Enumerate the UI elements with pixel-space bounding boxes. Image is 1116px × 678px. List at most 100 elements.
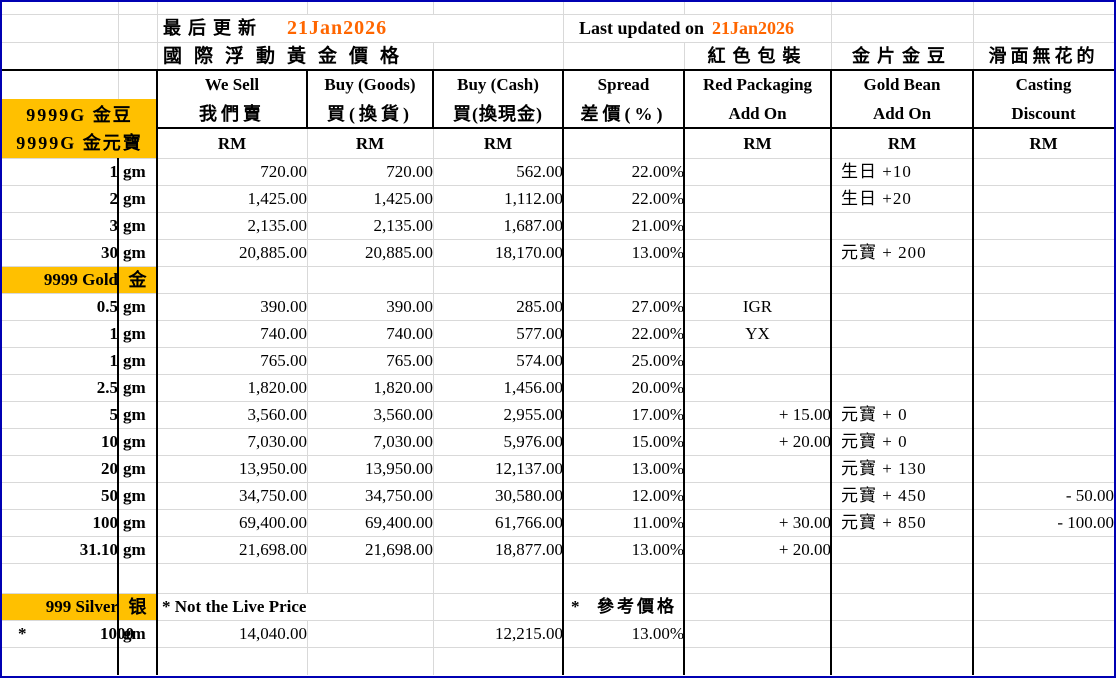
qty-cell-r12[interactable]: 50 bbox=[101, 486, 118, 505]
spread-cell-r9[interactable]: 17.00% bbox=[631, 405, 684, 424]
we-sell-cell-r11[interactable]: 13,950.00 bbox=[239, 459, 307, 478]
spread-cell-r13[interactable]: 11.00% bbox=[632, 513, 684, 532]
qty-cell-r17[interactable]: * 1000 bbox=[2, 620, 139, 647]
qty-cell-r7[interactable]: 1 bbox=[109, 351, 119, 370]
buy-goods-cell-r14[interactable]: 21,698.00 bbox=[365, 540, 433, 559]
buy-cash-cell-r10[interactable]: 5,976.00 bbox=[503, 432, 564, 451]
section-bean-label[interactable]: 9999G 金豆 9999G 金元寶 bbox=[2, 99, 157, 158]
spread-cell-r14[interactable]: 13.00% bbox=[631, 540, 684, 559]
we-sell-cell-r1[interactable]: 1,425.00 bbox=[247, 189, 308, 208]
red-packaging-cell-r5[interactable]: IGR bbox=[742, 297, 773, 316]
gold-bean-cell-r13[interactable]: 元寶 + 850 bbox=[841, 513, 927, 532]
buy-cash-cell-r9[interactable]: 2,955.00 bbox=[503, 405, 564, 424]
unit-cell-r0[interactable]: gm bbox=[123, 162, 146, 181]
we-sell-cell-r13[interactable]: 69,400.00 bbox=[239, 513, 307, 532]
gold-bean-cell-r9[interactable]: 元寶 + 0 bbox=[841, 405, 908, 424]
qty-cell-r8[interactable]: 2.5 bbox=[96, 378, 118, 397]
col-title-red-packaging[interactable]: 紅色包裝 bbox=[707, 46, 808, 66]
unit-cell-r5[interactable]: gm bbox=[123, 297, 146, 316]
buy-cash-cell-r14[interactable]: 18,877.00 bbox=[495, 540, 563, 559]
buy-cash-cell-r5[interactable]: 285.00 bbox=[516, 297, 563, 316]
unit-cell-r6[interactable]: gm bbox=[123, 324, 146, 343]
sheet-subtitle[interactable]: 國際浮動黃金價格 bbox=[163, 45, 412, 67]
qty-cell-r13[interactable]: 100 bbox=[92, 513, 119, 532]
qty-cell-r5[interactable]: 0.5 bbox=[96, 297, 118, 316]
header-we-sell[interactable]: We Sell bbox=[204, 75, 260, 94]
buy-goods-cell-r11[interactable]: 13,950.00 bbox=[365, 459, 433, 478]
qty-cell-r14[interactable]: 31.10 bbox=[79, 540, 118, 559]
buy-goods-cell-r8[interactable]: 1,820.00 bbox=[373, 378, 434, 397]
casting-cell-r13[interactable]: - 100.00 bbox=[1057, 513, 1114, 532]
qty-cell-r11[interactable]: 20 bbox=[101, 459, 118, 478]
buy-cash-cell-r11[interactable]: 12,137.00 bbox=[495, 459, 563, 478]
we-sell-cell-r0[interactable]: 720.00 bbox=[260, 162, 307, 181]
gold-bean-cell-r1[interactable]: 生日 +20 bbox=[841, 189, 912, 208]
header-buy-goods-cn[interactable]: 買(換貨) bbox=[327, 103, 413, 124]
gold-bean-cell-r3[interactable]: 元寶 + 200 bbox=[841, 243, 927, 262]
header-gold-bean-cn[interactable]: Add On bbox=[872, 104, 932, 123]
unit-cell-r12[interactable]: gm bbox=[123, 486, 146, 505]
gold-bean-cell-r10[interactable]: 元寶 + 0 bbox=[841, 432, 908, 451]
red-packaging-cell-r9[interactable]: + 15.00 bbox=[778, 405, 831, 424]
note-reference-price[interactable]: * 參考價格 bbox=[571, 597, 677, 616]
unit-cell-r8[interactable]: gm bbox=[123, 378, 146, 397]
buy-cash-cell-r8[interactable]: 1,456.00 bbox=[503, 378, 564, 397]
spread-cell-r17[interactable]: 13.00% bbox=[631, 624, 684, 643]
section-unit-r4[interactable]: 金 bbox=[128, 269, 147, 290]
unit-cell-r7[interactable]: gm bbox=[123, 351, 146, 370]
spread-cell-r7[interactable]: 25.00% bbox=[631, 351, 684, 370]
section-unit-r16[interactable]: 银 bbox=[128, 596, 147, 617]
header-casting[interactable]: Casting bbox=[1015, 75, 1072, 94]
buy-goods-cell-r13[interactable]: 69,400.00 bbox=[365, 513, 433, 532]
header-red-packaging[interactable]: Red Packaging bbox=[702, 75, 813, 94]
header-spread-cn[interactable]: 差價(%) bbox=[580, 103, 667, 124]
casting-cell-r12[interactable]: - 50.00 bbox=[1065, 486, 1114, 505]
col-title-casting[interactable]: 滑面無花的 bbox=[988, 46, 1099, 66]
section-label-r4[interactable]: 9999 Gold bbox=[43, 270, 118, 289]
spread-cell-r5[interactable]: 27.00% bbox=[631, 297, 684, 316]
header-spread[interactable]: Spread bbox=[597, 75, 650, 94]
we-sell-cell-r7[interactable]: 765.00 bbox=[260, 351, 307, 370]
header-rm-3[interactable]: RM bbox=[743, 133, 772, 153]
qty-cell-r2[interactable]: 3 bbox=[109, 216, 119, 235]
spread-cell-r10[interactable]: 15.00% bbox=[631, 432, 684, 451]
header-buy-cash[interactable]: Buy (Cash) bbox=[457, 75, 539, 94]
we-sell-cell-r2[interactable]: 2,135.00 bbox=[247, 216, 308, 235]
section-label-r16[interactable]: 999 Silver bbox=[45, 597, 118, 616]
unit-cell-r1[interactable]: gm bbox=[123, 189, 146, 208]
buy-goods-cell-r5[interactable]: 390.00 bbox=[386, 297, 433, 316]
buy-cash-cell-r1[interactable]: 1,112.00 bbox=[504, 189, 563, 208]
header-red-packaging-cn[interactable]: Add On bbox=[728, 104, 787, 123]
qty-cell-r1[interactable]: 2 bbox=[109, 189, 119, 208]
buy-cash-cell-r7[interactable]: 574.00 bbox=[516, 351, 563, 370]
buy-goods-cell-r12[interactable]: 34,750.00 bbox=[365, 486, 433, 505]
last-updated-en-cell[interactable]: Last updated on 21Jan2026 bbox=[563, 14, 847, 42]
we-sell-cell-r10[interactable]: 7,030.00 bbox=[247, 432, 308, 451]
unit-cell-r17[interactable]: gm bbox=[123, 624, 146, 643]
buy-cash-cell-r12[interactable]: 30,580.00 bbox=[495, 486, 563, 505]
header-rm-2[interactable]: RM bbox=[483, 133, 513, 153]
note-not-live-price[interactable]: * Not the Live Price bbox=[162, 597, 307, 616]
unit-cell-r2[interactable]: gm bbox=[123, 216, 146, 235]
red-packaging-cell-r13[interactable]: + 30.00 bbox=[778, 513, 831, 532]
we-sell-cell-r17[interactable]: 14,040.00 bbox=[239, 624, 307, 643]
spread-cell-r3[interactable]: 13.00% bbox=[631, 243, 684, 262]
qty-cell-r0[interactable]: 1 bbox=[109, 162, 119, 181]
header-gold-bean[interactable]: Gold Bean bbox=[863, 75, 941, 94]
header-buy-cash-cn[interactable]: 買(換現金) bbox=[453, 103, 543, 124]
header-rm-5[interactable]: RM bbox=[1029, 133, 1058, 153]
unit-cell-r3[interactable]: gm bbox=[123, 243, 146, 262]
spread-cell-r0[interactable]: 22.00% bbox=[631, 162, 684, 181]
buy-cash-cell-r17[interactable]: 12,215.00 bbox=[495, 624, 563, 643]
header-rm-4[interactable]: RM bbox=[887, 133, 917, 153]
buy-goods-cell-r1[interactable]: 1,425.00 bbox=[373, 189, 434, 208]
spread-cell-r11[interactable]: 13.00% bbox=[631, 459, 684, 478]
qty-cell-r3[interactable]: 30 bbox=[101, 243, 118, 262]
buy-goods-cell-r7[interactable]: 765.00 bbox=[386, 351, 433, 370]
red-packaging-cell-r10[interactable]: + 20.00 bbox=[778, 432, 831, 451]
we-sell-cell-r9[interactable]: 3,560.00 bbox=[247, 405, 308, 424]
buy-goods-cell-r2[interactable]: 2,135.00 bbox=[373, 216, 434, 235]
col-title-gold-bean[interactable]: 金片金豆 bbox=[852, 46, 952, 66]
buy-goods-cell-r3[interactable]: 20,885.00 bbox=[365, 243, 433, 262]
unit-cell-r9[interactable]: gm bbox=[123, 405, 146, 424]
